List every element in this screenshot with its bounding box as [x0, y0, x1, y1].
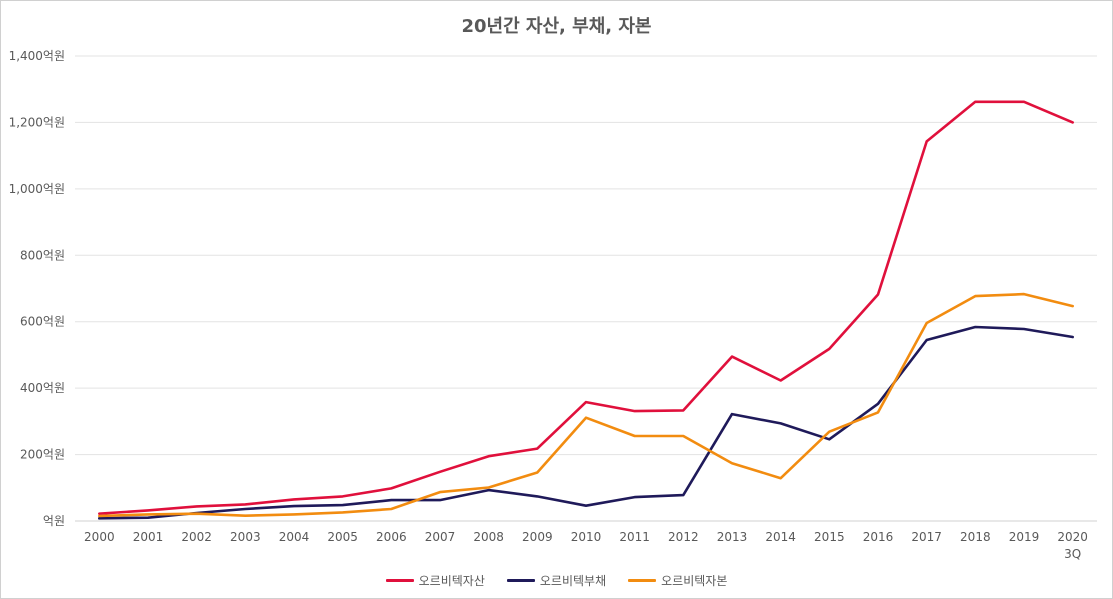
legend-item: 오르비텍자산	[385, 572, 485, 589]
x-tick-label: 2011	[619, 530, 650, 544]
y-tick-label: 400억원	[20, 381, 65, 395]
series-line-오르비텍자산	[98, 100, 1074, 516]
y-tick-label: 200억원	[20, 448, 65, 462]
chart-title: 20년간 자산, 부채, 자본	[461, 16, 652, 37]
x-tick-label: 2004	[279, 530, 310, 544]
x-tick-label: 2010	[571, 530, 602, 544]
x-tick-label: 3Q	[1064, 547, 1081, 561]
x-tick-label: 2007	[425, 530, 456, 544]
x-axis-ticks: 2000 2001 2002 2003 2004 2005 2006 2007 2008 2009…	[84, 530, 1088, 561]
x-tick-label: 2019	[1009, 530, 1040, 544]
x-tick-label: 2001	[133, 530, 164, 544]
x-tick-label: 2008	[473, 530, 504, 544]
legend-item: 오르비텍자본	[628, 572, 727, 589]
x-tick-label: 2003	[230, 530, 261, 544]
x-tick-label: 2018	[960, 530, 991, 544]
x-tick-label: 2006	[376, 530, 407, 544]
x-tick-label: 2012	[668, 530, 699, 544]
x-tick-label: 2009	[522, 530, 553, 544]
grid-lines	[75, 55, 1097, 522]
x-tick-label: 2016	[863, 530, 894, 544]
x-tick-label: 2002	[181, 530, 212, 544]
x-tick-label: 2014	[765, 530, 796, 544]
legend-swatch	[385, 579, 414, 582]
y-tick-label: 1,000억원	[9, 182, 65, 196]
y-tick-label: 1,200억원	[9, 115, 65, 129]
y-tick-label: 억원	[43, 514, 65, 528]
legend-item: 오르비텍부채	[506, 572, 607, 589]
x-tick-label: 2017	[911, 530, 942, 544]
series-lines	[98, 100, 1074, 520]
x-tick-label: 2000	[84, 530, 115, 544]
legend-label: 오르비텍부채	[539, 574, 607, 588]
legend-label: 오르비텍자산	[418, 574, 485, 588]
series-line-오르비텍부채	[98, 325, 1074, 520]
x-tick-label: 2013	[717, 530, 748, 544]
x-tick-label: 2015	[814, 530, 845, 544]
legend-swatch	[506, 579, 535, 582]
series-line-오르비텍자본	[98, 292, 1074, 518]
y-tick-label: 1,400억원	[9, 49, 65, 63]
x-tick-label: 2005	[327, 530, 358, 544]
y-tick-label: 800억원	[20, 248, 65, 262]
y-axis-ticks: 억원 200억원 400억원 600억원 800억원 1,000억원 1,200억원 1,40…	[9, 49, 65, 528]
x-tick-label: 2020	[1057, 530, 1088, 544]
y-tick-label: 600억원	[20, 315, 65, 329]
legend-label: 오르비텍자본	[661, 574, 728, 588]
legend: 오르비텍자산 오르비텍부채 오르비텍자본	[0, 572, 1113, 589]
legend-swatch	[628, 579, 657, 582]
